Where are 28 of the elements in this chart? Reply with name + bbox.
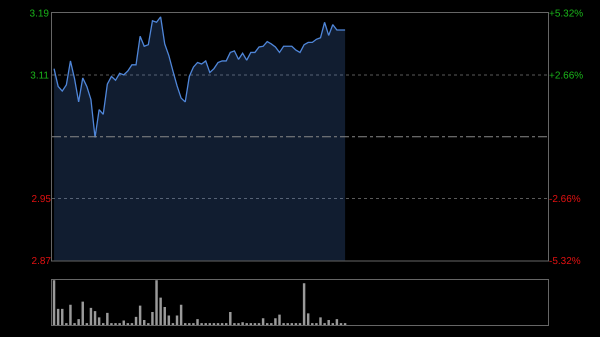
bar [61,308,64,325]
bar [302,283,306,325]
y-tick-label: 3.11 [30,70,50,82]
bar [229,312,232,325]
bar [90,308,92,325]
bar [138,306,142,325]
bar [106,312,109,325]
y-tick-label: 3.19 [30,8,50,20]
bar [69,304,72,325]
y2-tick-label: +2.66% [549,70,584,82]
bar [52,280,56,325]
y2-tick-label: +5.32% [549,8,584,20]
bar [274,318,277,325]
bar [327,320,330,325]
bar [94,311,96,325]
bar [241,322,244,325]
y2-tick-label: -5.32% [549,256,581,267]
bar [196,319,199,325]
bar [82,302,84,325]
bar [180,304,182,325]
y-tick-label: 2.87 [32,256,52,267]
bar [122,320,125,325]
bar [262,318,264,325]
y2-tick-label: -2.66% [549,194,581,206]
bar [155,280,158,325]
y-tick-label: 2.95 [32,194,52,206]
bar [336,319,338,325]
bar [151,312,154,325]
